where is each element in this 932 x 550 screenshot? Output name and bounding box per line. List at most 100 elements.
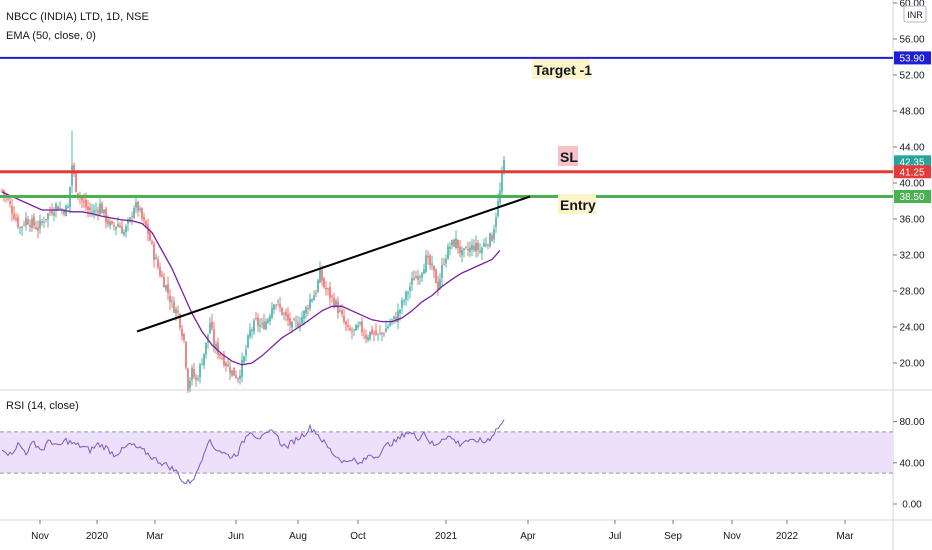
- candle-body: [53, 212, 55, 216]
- candle-body: [139, 208, 141, 211]
- candle-body: [173, 301, 175, 313]
- candle-body: [231, 370, 233, 376]
- time-tick-label: 2022: [776, 531, 799, 542]
- candle-body: [251, 329, 253, 331]
- candle-body: [325, 287, 327, 290]
- rsi-indicator-label: RSI (14, close): [6, 400, 79, 412]
- candle-body: [183, 333, 185, 341]
- time-tick-label: Jul: [609, 531, 622, 542]
- candle-body: [443, 263, 445, 265]
- candle-body: [235, 375, 237, 378]
- candle-body: [339, 310, 341, 312]
- candle-body: [57, 206, 59, 211]
- candle-body: [187, 368, 189, 390]
- entry-price-label: 38.50: [899, 192, 924, 203]
- candle-body: [25, 217, 27, 226]
- candle-body: [351, 330, 353, 332]
- candle-body: [59, 208, 61, 209]
- candle-body: [463, 248, 465, 251]
- candle-body: [75, 171, 77, 193]
- candle-body: [221, 357, 223, 359]
- candle-body: [27, 219, 29, 225]
- price-tick-label: 56.00: [899, 35, 924, 46]
- candle-body: [481, 247, 483, 254]
- candle-body: [289, 318, 291, 326]
- candle-body: [427, 256, 429, 258]
- candle-body: [299, 323, 301, 325]
- candle-body: [409, 286, 411, 291]
- candle-body: [437, 281, 439, 291]
- candle-body: [365, 335, 367, 339]
- candle-body: [333, 297, 335, 307]
- candle-body: [103, 209, 105, 214]
- entry-price-label-bg: [894, 190, 931, 203]
- candle-body: [297, 322, 299, 327]
- candle-body: [203, 353, 205, 366]
- currency-badge[interactable]: [903, 5, 927, 23]
- candle-body: [83, 200, 85, 203]
- candle-body: [181, 329, 183, 337]
- candle-body: [421, 273, 423, 278]
- candle-body: [233, 367, 235, 376]
- ema-indicator-label: EMA (50, close, 0): [6, 30, 96, 42]
- candle-body: [245, 349, 247, 355]
- candle-body: [249, 329, 251, 337]
- rsi-tick-label: 0.00: [902, 500, 922, 511]
- candle-body: [205, 342, 207, 355]
- candle-body: [321, 269, 323, 281]
- last-price-label-bg: [894, 155, 931, 169]
- candle-body: [281, 307, 283, 315]
- candle-body: [31, 218, 33, 228]
- candle-body: [471, 245, 473, 250]
- candle-body: [155, 257, 157, 260]
- candle-body: [191, 367, 193, 380]
- candle-body: [405, 291, 407, 300]
- candle-body: [485, 243, 487, 246]
- candle-body: [311, 299, 313, 302]
- rsi-panel: [0, 419, 893, 485]
- candle-body: [41, 221, 43, 223]
- candle-body: [105, 208, 107, 223]
- candle-body: [369, 331, 371, 340]
- candle-body: [19, 227, 21, 229]
- candle-body: [125, 226, 127, 233]
- candle-body: [211, 321, 213, 329]
- candle-body: [135, 202, 137, 208]
- candle-body: [225, 362, 227, 366]
- candle-body: [209, 323, 211, 334]
- candle-body: [167, 284, 169, 294]
- target-price-label: 53.90: [899, 53, 924, 64]
- candle-body: [465, 246, 467, 248]
- candle-body: [355, 324, 357, 331]
- candle-body: [373, 332, 375, 334]
- candle-body: [501, 172, 503, 192]
- candle-body: [239, 375, 241, 379]
- candle-body: [261, 323, 263, 325]
- time-tick-label: Mar: [146, 531, 164, 542]
- candle-body: [273, 304, 275, 310]
- axes: 60.00 56.00 52.00 48.00 44.00 40.00 36.00 32.00…: [31, 0, 931, 542]
- sl-label: SL: [560, 149, 578, 165]
- candle-body: [419, 276, 421, 278]
- candle-body: [253, 320, 255, 333]
- candle-body: [109, 221, 111, 226]
- candle-body: [383, 333, 385, 335]
- candle-body: [483, 243, 485, 247]
- candle-body: [141, 208, 143, 219]
- drawings[interactable]: [136, 195, 531, 333]
- candle-body: [175, 309, 177, 314]
- candle-body: [73, 164, 75, 174]
- price-tick-label: 24.00: [899, 323, 924, 334]
- time-tick-label: 2020: [86, 531, 109, 542]
- candle-body: [217, 342, 219, 355]
- price-tick-label: 32.00: [899, 251, 924, 262]
- candle-body: [459, 246, 461, 253]
- horizontal-levels[interactable]: [0, 56, 893, 198]
- sl-price-label: 41.25: [899, 167, 924, 178]
- candle-body: [411, 278, 413, 285]
- candle-body: [215, 344, 217, 348]
- candle-body: [237, 378, 239, 380]
- candle-body: [247, 335, 249, 348]
- candle-body: [377, 333, 379, 335]
